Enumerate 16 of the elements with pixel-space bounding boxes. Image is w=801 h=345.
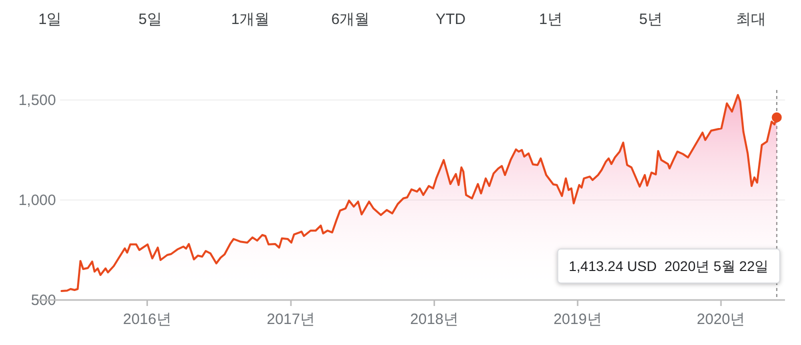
y-tick-label: 1,500 bbox=[18, 92, 56, 109]
x-tick-label: 2019년 bbox=[553, 311, 602, 328]
text: 최대 bbox=[736, 11, 766, 28]
text: 1개월 bbox=[231, 11, 270, 28]
text: 5년 bbox=[639, 11, 662, 28]
y-tick-label: 1,000 bbox=[18, 192, 56, 209]
x-tick-label: 2016년 bbox=[123, 311, 172, 328]
x-tick-label: 2018년 bbox=[410, 311, 458, 328]
text: 6개월 bbox=[331, 11, 370, 28]
text: 1일 bbox=[38, 11, 62, 28]
x-tick-label: 2017년 bbox=[266, 311, 316, 328]
text: YTD bbox=[436, 11, 466, 28]
annotation: 1,413.24 USD 2020년 5월 22일 bbox=[568, 258, 769, 274]
text: 1년 bbox=[539, 11, 562, 28]
text: 5일 bbox=[138, 11, 162, 28]
x-tick-label: 2020년 bbox=[696, 311, 746, 328]
